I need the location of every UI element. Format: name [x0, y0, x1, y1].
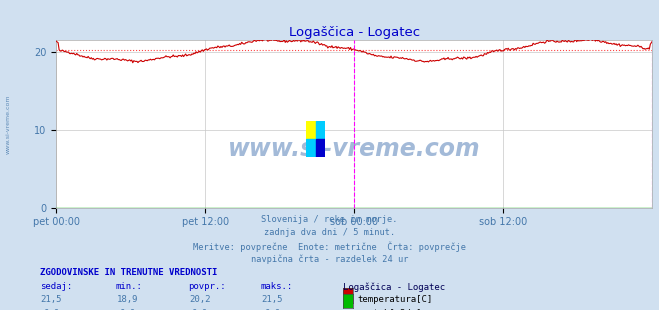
- Text: www.si-vreme.com: www.si-vreme.com: [228, 137, 480, 161]
- Text: www.si-vreme.com: www.si-vreme.com: [5, 94, 11, 154]
- Bar: [306, 139, 316, 157]
- Text: min.:: min.:: [115, 282, 142, 291]
- Text: Logaščica - Logatec: Logaščica - Logatec: [343, 282, 445, 292]
- Text: 0,0: 0,0: [192, 309, 208, 310]
- Bar: [306, 121, 316, 139]
- Text: 21,5: 21,5: [262, 295, 283, 304]
- Text: pretok[m3/s]: pretok[m3/s]: [357, 309, 422, 310]
- Text: Meritve: povprečne  Enote: metrične  Črta: povprečje: Meritve: povprečne Enote: metrične Črta:…: [193, 241, 466, 252]
- Text: 0,0: 0,0: [43, 309, 59, 310]
- Text: zadnja dva dni / 5 minut.: zadnja dva dni / 5 minut.: [264, 228, 395, 237]
- Text: 0,0: 0,0: [119, 309, 135, 310]
- Text: povpr.:: povpr.:: [188, 282, 225, 291]
- Text: temperatura[C]: temperatura[C]: [357, 295, 432, 304]
- Text: 18,9: 18,9: [117, 295, 138, 304]
- Text: 21,5: 21,5: [41, 295, 62, 304]
- Text: 0,0: 0,0: [264, 309, 280, 310]
- Text: sedaj:: sedaj:: [40, 282, 72, 291]
- Text: navpična črta - razdelek 24 ur: navpična črta - razdelek 24 ur: [251, 255, 408, 264]
- Bar: [316, 139, 325, 157]
- Title: Logaščica - Logatec: Logaščica - Logatec: [289, 26, 420, 39]
- Text: 20,2: 20,2: [189, 295, 210, 304]
- Text: ZGODOVINSKE IN TRENUTNE VREDNOSTI: ZGODOVINSKE IN TRENUTNE VREDNOSTI: [40, 268, 217, 277]
- Text: maks.:: maks.:: [260, 282, 293, 291]
- Text: Slovenija / reke in morje.: Slovenija / reke in morje.: [261, 215, 398, 224]
- Bar: [316, 121, 325, 139]
